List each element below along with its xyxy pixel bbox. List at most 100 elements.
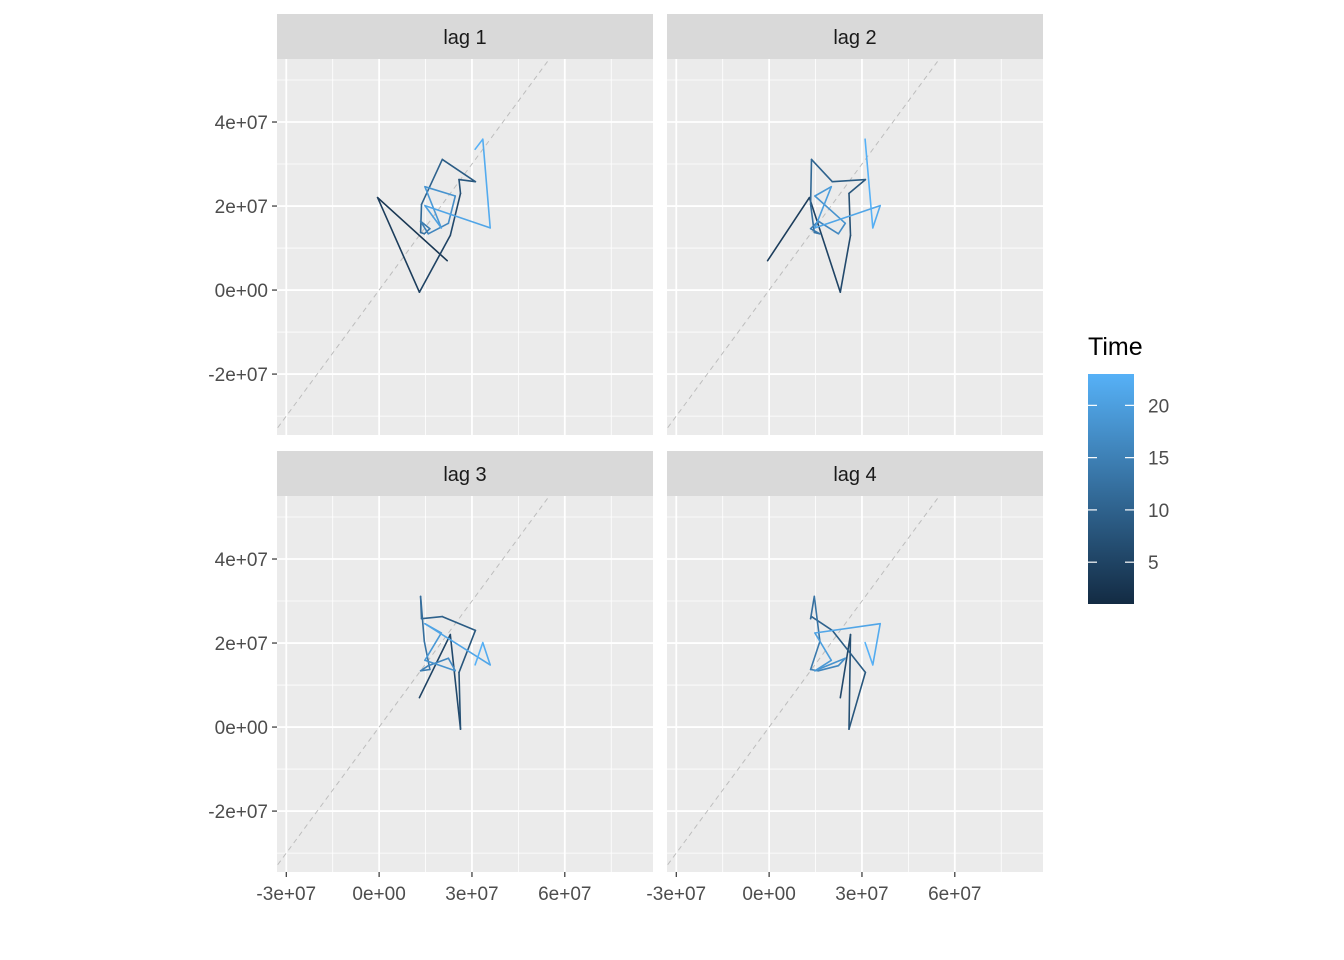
legend-title: Time xyxy=(1088,333,1143,361)
lag-path-segment xyxy=(813,595,821,643)
legend-break-label: 5 xyxy=(1148,553,1159,574)
lag-path-segment xyxy=(376,196,421,294)
x-tick-label: 0e+00 xyxy=(352,884,405,905)
lag-path-segment xyxy=(449,633,462,731)
x-tick-label: 6e+07 xyxy=(928,884,981,905)
lag-path-segment xyxy=(481,641,492,666)
lag-path-segment xyxy=(427,657,450,667)
facet-panel: lag 3 xyxy=(277,451,653,872)
lag-path-segment xyxy=(424,204,443,229)
lag-path-segment xyxy=(424,185,457,197)
lag-path-segment xyxy=(458,178,462,195)
panel-plot-area xyxy=(277,59,653,435)
facet-strip xyxy=(277,14,653,59)
y-tick-label: 0e+00 xyxy=(215,718,268,739)
legend-break-label: 10 xyxy=(1148,501,1169,522)
lag-path-segment xyxy=(809,595,816,620)
lag-path-segment xyxy=(871,622,882,666)
lag-path-segment xyxy=(419,664,430,672)
lag-path-segment xyxy=(814,657,847,672)
legend-break-label: 15 xyxy=(1148,449,1169,470)
x-tick-label: 0e+00 xyxy=(742,884,795,905)
lag-path-segment xyxy=(831,629,867,674)
facet-strip xyxy=(667,451,1043,496)
lag-path-segment xyxy=(871,204,882,229)
y-tick-label: 0e+00 xyxy=(215,281,268,302)
y-tick-label: 2e+07 xyxy=(215,197,268,218)
facet-strip-label: lag 2 xyxy=(833,27,876,49)
lag-path-segment xyxy=(424,659,457,672)
lag-path-segment xyxy=(418,234,452,294)
x-tick-label: -3e+07 xyxy=(646,884,706,905)
lag-path-segment xyxy=(441,615,477,632)
facet-panel: lag 2 xyxy=(667,14,1043,435)
lag-path-segment xyxy=(427,222,450,235)
lag-path-segment xyxy=(809,227,821,235)
lag-path-segment xyxy=(424,185,443,229)
lag-path-segment xyxy=(447,195,457,225)
panel-plot-area xyxy=(667,59,1043,435)
panel-plot-area xyxy=(277,496,653,872)
y-tick-label: 4e+07 xyxy=(215,113,268,134)
facet-strip xyxy=(667,14,1043,59)
x-tick-label: 3e+07 xyxy=(445,884,498,905)
lag-path-segment xyxy=(424,622,492,666)
lag-path-segment xyxy=(814,632,833,662)
y-tick-label: -2e+07 xyxy=(208,365,268,386)
lag-path-segment xyxy=(419,595,426,643)
axes: -2e+07 0e+00 2e+07 4e+07 -3e+07 0e+00 3e+07 6e+… xyxy=(208,113,981,905)
lag-path-segment xyxy=(809,203,816,234)
lag-path-segment xyxy=(481,138,492,229)
lag-path-segment xyxy=(474,641,484,666)
lag-path-segment xyxy=(474,138,484,151)
lag-path-segment xyxy=(808,196,842,294)
legend-colorbar xyxy=(1088,374,1134,604)
lag-path-segment xyxy=(848,192,852,237)
panel-background xyxy=(667,59,1043,435)
color-legend: Time 5 10 15 20 xyxy=(1088,333,1169,604)
facet-strip-label: lag 4 xyxy=(833,464,876,486)
lag-path-segment xyxy=(814,622,882,634)
lag-path-segment xyxy=(837,222,847,235)
lag-path-segment xyxy=(864,641,874,666)
lag-path-segment xyxy=(814,659,833,672)
lag-path-segment xyxy=(817,220,840,235)
lag-path-segment xyxy=(810,615,834,632)
legend-break-label: 20 xyxy=(1148,396,1169,417)
lag-path-segment xyxy=(817,664,840,672)
lag-path-segment xyxy=(814,204,882,229)
facet-strip-label: lag 3 xyxy=(443,464,486,486)
lag-path-segment xyxy=(419,203,423,234)
facet-panels: lag 1 lag 2 lag 3 lag 4 xyxy=(277,14,1043,872)
facet-panel: lag 4 xyxy=(667,451,1043,872)
lag-path-segment xyxy=(418,633,452,699)
lag-path-segment xyxy=(809,158,813,206)
lag-path-segment xyxy=(848,633,852,731)
y-tick-label: 4e+07 xyxy=(215,550,268,571)
lag-path-segment xyxy=(458,671,462,731)
lag-path-segment xyxy=(376,196,449,262)
legend-ticks: 5 10 15 20 xyxy=(1088,396,1169,574)
lag-path-segment xyxy=(839,633,852,699)
y-tick-label: -2e+07 xyxy=(208,802,268,823)
x-tick-label: 6e+07 xyxy=(538,884,591,905)
lag-path-segment xyxy=(420,615,444,620)
facet-panel: lag 1 xyxy=(277,14,653,435)
facet-strip-label: lag 1 xyxy=(443,27,486,49)
facet-strip xyxy=(277,451,653,496)
lag-path-segment xyxy=(419,220,430,235)
lag-path-segment xyxy=(839,234,852,294)
lag-path-segment xyxy=(441,158,477,183)
lag-path-segment xyxy=(424,632,443,662)
lag-path-segment xyxy=(848,178,867,195)
panel-plot-area xyxy=(667,496,1043,872)
lag-path-segment xyxy=(864,138,874,229)
lag-path-segment xyxy=(420,158,444,206)
lag-path-segment xyxy=(809,640,821,671)
x-tick-label: -3e+07 xyxy=(256,884,316,905)
panel-background xyxy=(667,496,1043,872)
lag-path-segment xyxy=(449,192,462,237)
lag-path-segment xyxy=(848,671,867,731)
panel-background xyxy=(277,59,653,435)
